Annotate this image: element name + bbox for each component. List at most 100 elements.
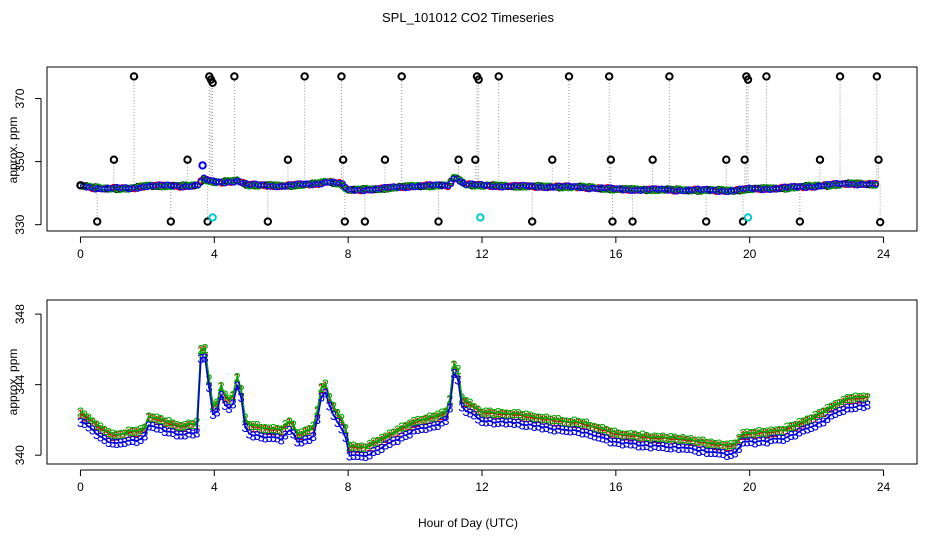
series-3-marker: 3 — [735, 441, 742, 456]
series-1-marker: 1 — [739, 428, 746, 443]
series-2-marker: 2 — [519, 408, 526, 423]
series-1-marker: 1 — [707, 437, 714, 452]
series-2-marker: 2 — [667, 430, 674, 445]
series-2-marker: 2 — [466, 396, 473, 411]
series-1-marker: 1 — [611, 427, 618, 442]
series-1-marker: 1 — [85, 412, 92, 427]
series-1-marker: 1 — [796, 417, 803, 432]
series-3-marker: 3 — [511, 416, 518, 431]
series-2-marker: 2 — [177, 419, 184, 434]
series-3-marker: 3 — [458, 400, 465, 415]
series-3-marker: 3 — [535, 419, 542, 434]
series-3-marker: 3 — [157, 421, 164, 436]
series-3-marker: 3 — [434, 418, 441, 433]
series-1-marker: 1 — [486, 406, 493, 421]
series-point — [434, 217, 443, 226]
series-1-marker: 1 — [173, 419, 180, 434]
series-1-marker: 1 — [221, 390, 228, 405]
series-point — [208, 78, 217, 87]
series-3-marker: 3 — [591, 429, 598, 444]
series-2-marker: 2 — [398, 420, 405, 435]
series-2-marker: 2 — [731, 436, 738, 451]
series-2-marker: 2 — [145, 409, 152, 424]
series-point — [875, 217, 885, 227]
series-3-marker: 3 — [763, 434, 770, 449]
series-3-marker: 3 — [547, 422, 554, 437]
series-2-marker: 2 — [695, 433, 702, 448]
series-2-marker: 2 — [555, 412, 562, 427]
series-1-marker: 1 — [816, 407, 823, 422]
series-point — [608, 217, 617, 226]
series-3-marker: 3 — [474, 411, 481, 426]
series-2-marker: 2 — [615, 427, 622, 442]
series-3-marker: 3 — [225, 401, 232, 416]
series-1-marker: 1 — [426, 412, 433, 427]
bottom-y-tick-label: 348 — [13, 304, 27, 324]
series-1-marker: 1 — [515, 408, 522, 423]
series-3-marker: 3 — [780, 432, 787, 447]
series-point — [337, 72, 346, 81]
series-2-marker: 2 — [181, 418, 188, 433]
series-1-marker: 1 — [772, 425, 779, 440]
series-3-marker: 3 — [828, 407, 835, 422]
series-1-marker: 1 — [506, 407, 513, 422]
series-3-marker: 3 — [506, 415, 513, 430]
series-1-marker: 1 — [583, 418, 590, 433]
series-3-marker: 3 — [149, 419, 156, 434]
series-point — [454, 155, 463, 164]
series-1-marker: 1 — [599, 423, 606, 438]
series-1-marker: 1 — [555, 414, 562, 429]
series-3-marker: 3 — [667, 440, 674, 455]
series-3-marker: 3 — [390, 433, 397, 448]
series-1-marker: 1 — [792, 419, 799, 434]
series-3-marker: 3 — [723, 448, 730, 463]
series-3-marker: 3 — [402, 428, 409, 443]
series-point — [129, 72, 139, 81]
series-1-marker: 1 — [523, 410, 530, 425]
series-2-marker: 2 — [567, 415, 574, 430]
top-x-tick-label: 12 — [475, 247, 489, 261]
series-3-marker: 3 — [470, 408, 477, 423]
series-3-marker: 3 — [663, 440, 670, 455]
series-1-marker: 1 — [755, 426, 762, 441]
series-point — [203, 217, 212, 226]
series-3-marker: 3 — [631, 436, 638, 451]
bottom-x-tick-label: 8 — [345, 480, 352, 494]
series-2-marker: 2 — [687, 432, 694, 447]
series-2-marker: 2 — [133, 424, 140, 439]
series-3-marker: 3 — [169, 425, 176, 440]
top-y-tick-label: 370 — [13, 88, 27, 108]
series-2-marker: 2 — [506, 407, 513, 422]
series-1-marker: 1 — [422, 413, 429, 428]
series-3-marker: 3 — [607, 435, 614, 450]
series-2-marker: 2 — [318, 380, 325, 395]
series-3-marker: 3 — [751, 435, 758, 450]
series-2-marker: 2 — [173, 418, 180, 433]
series-1-marker: 1 — [603, 423, 610, 438]
series-point — [743, 213, 753, 222]
series-1-marker: 1 — [358, 441, 365, 456]
series-3-marker: 3 — [498, 414, 505, 429]
series-2-marker: 2 — [237, 382, 244, 397]
bottom-plot-area: 1111111111111111111111111111111111111111… — [77, 341, 871, 464]
series-2-marker: 2 — [266, 422, 273, 437]
series-point — [380, 155, 390, 164]
series-2-marker: 2 — [494, 405, 501, 420]
series-1-marker: 1 — [743, 428, 750, 443]
series-2-marker: 2 — [233, 370, 240, 385]
series-3-marker: 3 — [523, 418, 530, 433]
series-3-marker: 3 — [245, 426, 252, 441]
series-1-marker: 1 — [683, 434, 690, 449]
series-1-marker: 1 — [266, 423, 273, 438]
series-3-marker: 3 — [446, 400, 453, 415]
series-1-marker: 1 — [675, 432, 682, 447]
series-1-marker: 1 — [462, 395, 469, 410]
series-3-marker: 3 — [177, 427, 184, 442]
series-3-marker: 3 — [306, 432, 313, 447]
series-2-marker: 2 — [85, 411, 92, 426]
series-2-marker: 2 — [767, 423, 774, 438]
series-2-marker: 2 — [635, 429, 642, 444]
series-3-marker: 3 — [165, 425, 172, 440]
series-point — [183, 155, 192, 164]
series-2-marker: 2 — [828, 400, 835, 415]
